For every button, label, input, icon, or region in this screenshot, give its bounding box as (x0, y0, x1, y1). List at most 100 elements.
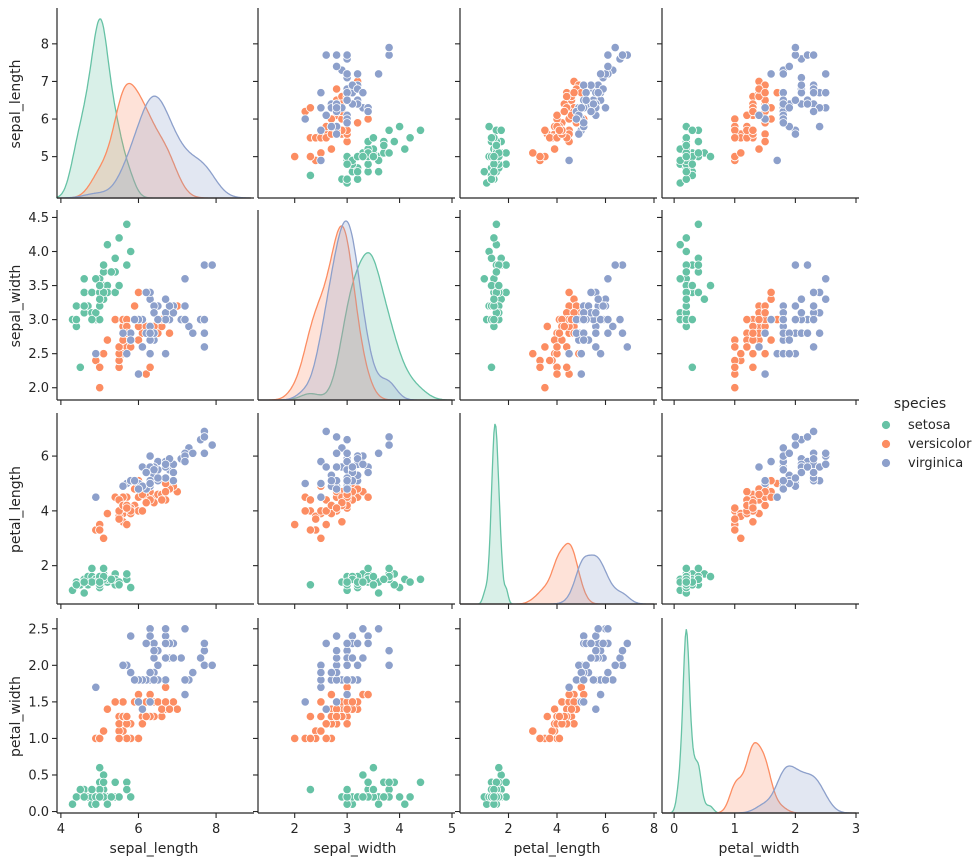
point-versicolor-48 (528, 726, 538, 736)
point-setosa-49 (489, 792, 499, 802)
point-virginica-14 (814, 122, 825, 132)
point-setosa-43 (368, 763, 378, 773)
point-virginica-19 (300, 114, 310, 124)
point-setosa-39 (99, 287, 109, 297)
point-virginica-48 (141, 287, 151, 297)
point-virginica-30 (784, 448, 794, 458)
point-setosa-48 (379, 792, 389, 802)
point-virginica-49 (778, 314, 788, 325)
point-virginica-8 (161, 675, 171, 685)
point-virginica-18 (808, 342, 819, 352)
point-versicolor-36 (760, 308, 770, 318)
point-virginica-35 (342, 448, 352, 458)
point-versicolor-35 (564, 287, 574, 297)
point-virginica-19 (300, 697, 310, 707)
point-versicolor-37 (748, 362, 758, 372)
point-setosa-45 (87, 784, 97, 795)
point-virginica-22 (331, 432, 342, 442)
point-versicolor-14 (542, 711, 552, 722)
point-versicolor-22 (316, 697, 326, 707)
point-setosa-45 (687, 159, 697, 169)
pairplot-panels: 5 6 7 8 2.0 2.5 3.0 3.5 4.0 4.5 2 4 6 0.0 0.5 1.0 1.5 2.0… (8, 8, 860, 857)
point-versicolor-36 (347, 697, 357, 707)
point-virginica-33 (579, 697, 589, 707)
point-virginica-22 (199, 432, 209, 442)
point-virginica-9 (373, 448, 384, 458)
point-virginica-22 (617, 50, 628, 60)
y-tick-label: 3.0 (28, 313, 49, 328)
point-versicolor-12 (730, 114, 740, 124)
point-virginica-48 (141, 638, 151, 649)
legend-marker-virginica (881, 458, 891, 468)
point-versicolor-31 (311, 514, 321, 524)
point-virginica-43 (164, 301, 175, 311)
point-versicolor-35 (766, 287, 776, 297)
point-virginica-47 (581, 95, 591, 105)
point-setosa-43 (705, 152, 716, 162)
y-axis-label-petal_length: petal_length (8, 466, 24, 553)
point-virginica-9 (821, 69, 831, 79)
point-virginica-7 (184, 321, 194, 331)
point-virginica-46 (576, 103, 586, 113)
point-virginica-5 (615, 314, 625, 325)
point-virginica-46 (316, 478, 326, 489)
point-virginica-44 (821, 294, 831, 304)
point-virginica-24 (358, 653, 368, 663)
point-setosa-48 (491, 140, 501, 150)
point-virginica-47 (342, 660, 352, 670)
point-setosa-49 (489, 152, 499, 162)
point-setosa-47 (681, 167, 691, 177)
point-versicolor-47 (559, 321, 569, 331)
x-tick-label: 4 (553, 822, 561, 837)
y-tick-label: 4.0 (28, 245, 49, 260)
point-versicolor-36 (161, 697, 171, 707)
point-virginica-19 (133, 697, 144, 707)
point-setosa-41 (75, 362, 85, 372)
point-virginica-6 (772, 492, 782, 502)
panel-petal_width-vs-petal_width: 0 1 2 3 (661, 618, 860, 837)
point-setosa-18 (122, 569, 132, 579)
point-virginica-19 (760, 369, 770, 379)
point-setosa-14 (681, 246, 691, 257)
point-versicolor-33 (766, 335, 776, 345)
point-setosa-16 (486, 253, 497, 263)
point-virginica-48 (808, 287, 819, 297)
point-virginica-6 (91, 682, 101, 692)
point-virginica-22 (331, 50, 342, 60)
kde-sepal_width-setosa (258, 252, 452, 401)
point-virginica-47 (342, 95, 352, 105)
point-setosa-43 (705, 280, 716, 291)
point-setosa-33 (114, 233, 124, 243)
point-virginica-48 (586, 106, 596, 117)
point-virginica-32 (591, 646, 601, 656)
point-setosa-46 (99, 260, 109, 270)
point-versicolor-10 (290, 152, 300, 162)
point-virginica-30 (331, 448, 342, 458)
x-tick-label: 1 (731, 822, 739, 837)
point-virginica-48 (363, 638, 373, 649)
point-virginica-13 (122, 349, 132, 359)
point-virginica-31 (384, 42, 394, 53)
point-setosa-6 (79, 287, 89, 297)
point-versicolor-9 (102, 508, 113, 519)
point-virginica-21 (574, 129, 584, 139)
point-setosa-46 (384, 148, 394, 158)
point-setosa-31 (110, 777, 120, 787)
point-virginica-46 (316, 667, 326, 678)
y-tick-label: 6 (41, 113, 49, 128)
x-tick-label: 0 (670, 822, 678, 837)
point-setosa-15 (415, 777, 426, 787)
point-versicolor-9 (549, 144, 560, 154)
point-versicolor-20 (352, 118, 363, 128)
point-virginica-18 (622, 342, 632, 352)
point-virginica-10 (352, 660, 363, 670)
point-setosa-32 (400, 799, 410, 809)
y-tick-label: 5 (41, 150, 49, 165)
point-versicolor-12 (552, 369, 562, 379)
point-virginica-37 (778, 465, 788, 475)
point-virginica-31 (610, 260, 620, 270)
point-virginica-46 (316, 103, 326, 113)
point-virginica-18 (321, 638, 331, 649)
point-versicolor-48 (528, 148, 538, 158)
point-setosa-43 (368, 571, 378, 582)
